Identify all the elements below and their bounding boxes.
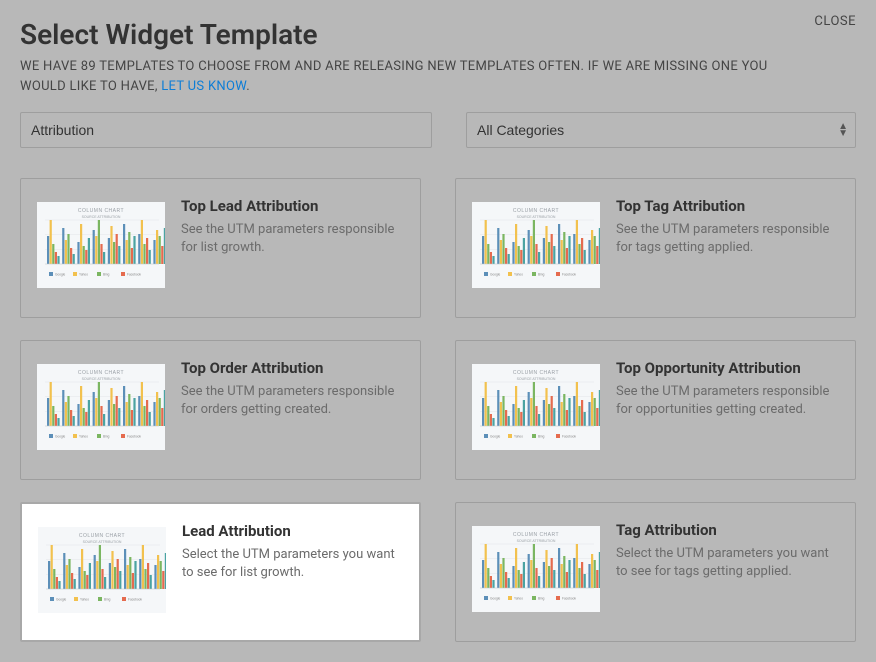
template-card-title: Tag Attribution	[616, 521, 839, 539]
template-card-title: Top Lead Attribution	[181, 197, 404, 215]
chart-thumbnail-icon: COLUMN CHARTSOURCE ATTRIBUTION Google Yaho…	[472, 359, 600, 455]
template-grid: COLUMN CHARTSOURCE ATTRIBUTIONGoogleYaho…	[20, 178, 856, 642]
svg-text:SOURCE ATTRIBUTION: SOURCE ATTRIBUTION	[82, 215, 121, 219]
svg-text:Google: Google	[490, 597, 501, 601]
template-card-description: See the UTM parameters responsible for o…	[181, 383, 404, 419]
svg-text:Facebook: Facebook	[128, 598, 142, 602]
subtitle-text: WE HAVE 89 TEMPLATES TO CHOOSE FROM AND …	[20, 59, 767, 94]
dialog-subtitle: WE HAVE 89 TEMPLATES TO CHOOSE FROM AND …	[20, 57, 780, 96]
svg-text:Google: Google	[55, 273, 66, 277]
template-card-body: Tag Attribution Select the UTM parameters…	[616, 521, 839, 623]
category-select[interactable]: All Categories	[466, 112, 856, 148]
template-card-title: Top Opportunity Attribution	[616, 359, 839, 377]
template-card-description: Select the UTM parameters you want to se…	[182, 546, 403, 582]
svg-text:Bing: Bing	[103, 273, 110, 277]
let-us-know-link[interactable]: LET US KNOW	[161, 79, 246, 94]
svg-text:Yahoo: Yahoo	[79, 273, 88, 277]
chart-thumbnail-icon: COLUMN CHARTSOURCE ATTRIBUTION Google Yaho…	[37, 359, 165, 455]
svg-text:Yahoo: Yahoo	[514, 273, 523, 277]
svg-text:Bing: Bing	[104, 598, 111, 602]
template-card-title: Top Tag Attribution	[616, 197, 839, 215]
svg-text:Facebook: Facebook	[127, 273, 141, 277]
template-card-description: Select the UTM parameters you want to se…	[616, 545, 839, 581]
svg-text:SOURCE ATTRIBUTION: SOURCE ATTRIBUTION	[517, 539, 556, 543]
svg-text:COLUMN CHART: COLUMN CHART	[513, 370, 559, 376]
template-card-body: Lead Attribution Select the UTM parameter…	[182, 522, 403, 622]
svg-text:SOURCE ATTRIBUTION: SOURCE ATTRIBUTION	[517, 215, 556, 219]
svg-text:COLUMN CHART: COLUMN CHART	[78, 208, 124, 214]
svg-text:COLUMN CHART: COLUMN CHART	[78, 370, 124, 376]
svg-text:Bing: Bing	[103, 435, 110, 439]
template-card[interactable]: COLUMN CHARTSOURCE ATTRIBUTION Google Yaho…	[455, 502, 856, 642]
search-input[interactable]	[20, 112, 432, 148]
svg-text:Google: Google	[56, 598, 67, 602]
svg-text:COLUMN CHART: COLUMN CHART	[513, 532, 559, 538]
template-card[interactable]: COLUMN CHARTSOURCE ATTRIBUTION Google Yaho…	[20, 502, 421, 642]
dialog-title: Select Widget Template	[20, 18, 856, 51]
template-card-title: Top Order Attribution	[181, 359, 404, 377]
subtitle-suffix: .	[246, 79, 250, 94]
svg-text:SOURCE ATTRIBUTION: SOURCE ATTRIBUTION	[83, 540, 122, 544]
chart-thumbnail-icon: COLUMN CHARTSOURCE ATTRIBUTION Google Yaho…	[472, 197, 600, 293]
svg-text:Bing: Bing	[538, 435, 545, 439]
close-button[interactable]: CLOSE	[814, 14, 856, 29]
chart-thumbnail-icon: COLUMN CHARTSOURCE ATTRIBUTION Google Yaho…	[38, 522, 166, 618]
template-card-title: Lead Attribution	[182, 522, 403, 540]
svg-text:Google: Google	[490, 273, 501, 277]
svg-text:COLUMN CHART: COLUMN CHART	[513, 208, 559, 214]
svg-text:Yahoo: Yahoo	[514, 435, 523, 439]
svg-text:Facebook: Facebook	[127, 435, 141, 439]
chart-thumbnail-icon: COLUMN CHARTSOURCE ATTRIBUTION Google Yaho…	[472, 521, 600, 617]
svg-text:SOURCE ATTRIBUTION: SOURCE ATTRIBUTION	[82, 377, 121, 381]
filter-row: All Categories ▲▼	[20, 112, 856, 148]
svg-text:Facebook: Facebook	[562, 273, 576, 277]
template-card[interactable]: COLUMN CHARTSOURCE ATTRIBUTION Google Yaho…	[20, 178, 421, 318]
svg-text:SOURCE ATTRIBUTION: SOURCE ATTRIBUTION	[517, 377, 556, 381]
chart-thumbnail-icon: COLUMN CHARTSOURCE ATTRIBUTION Google Yaho…	[37, 197, 165, 293]
template-card-description: See the UTM parameters responsible for o…	[616, 383, 839, 419]
svg-text:Yahoo: Yahoo	[514, 597, 523, 601]
template-card[interactable]: COLUMN CHARTSOURCE ATTRIBUTION Google Yaho…	[455, 340, 856, 480]
template-card-body: Top Tag Attribution See the UTM parameter…	[616, 197, 839, 299]
template-card-body: Top Order Attribution See the UTM paramet…	[181, 359, 404, 461]
svg-text:Facebook: Facebook	[562, 435, 576, 439]
template-card-description: See the UTM parameters responsible for t…	[616, 221, 839, 257]
svg-text:COLUMN CHART: COLUMN CHART	[79, 533, 125, 539]
svg-text:Bing: Bing	[538, 597, 545, 601]
svg-text:Yahoo: Yahoo	[79, 435, 88, 439]
svg-text:Google: Google	[490, 435, 501, 439]
template-card-description: See the UTM parameters responsible for l…	[181, 221, 404, 257]
svg-text:Bing: Bing	[538, 273, 545, 277]
template-card-body: Top Lead Attribution See the UTM paramete…	[181, 197, 404, 299]
svg-text:Google: Google	[55, 435, 66, 439]
svg-text:Facebook: Facebook	[562, 597, 576, 601]
template-card[interactable]: COLUMN CHARTSOURCE ATTRIBUTION Google Yaho…	[455, 178, 856, 318]
template-card[interactable]: COLUMN CHARTSOURCE ATTRIBUTION Google Yaho…	[20, 340, 421, 480]
svg-text:Yahoo: Yahoo	[80, 598, 89, 602]
template-card-body: Top Opportunity Attribution See the UTM p…	[616, 359, 839, 461]
